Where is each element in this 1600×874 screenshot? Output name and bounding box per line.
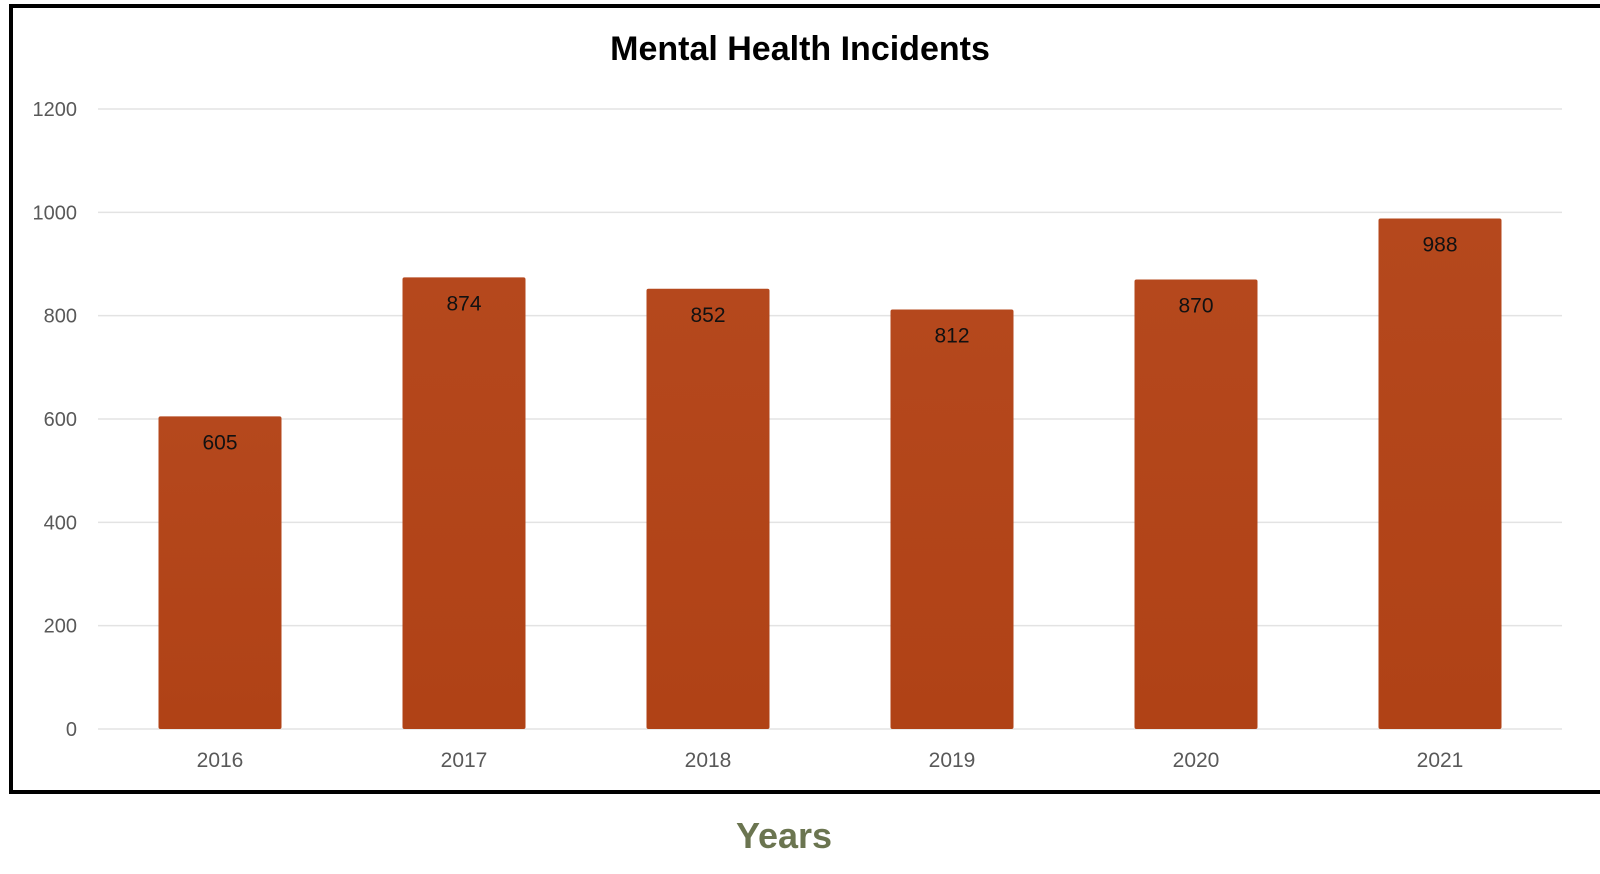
bar-2018	[646, 288, 770, 729]
bar-2021	[1378, 218, 1502, 730]
data-label-2018: 852	[690, 304, 725, 327]
data-labels: 605 874 852 812 870 988	[202, 234, 1457, 455]
y-tick-label: 600	[44, 409, 77, 431]
x-tick-label-2017: 2017	[441, 749, 488, 772]
data-label-2020: 870	[1178, 295, 1213, 318]
data-label-2019: 812	[934, 324, 969, 347]
y-axis-ticks: 0 200 400 600 800 1000 1200	[33, 99, 78, 741]
bar-2017	[402, 277, 526, 729]
bar-2020	[1134, 279, 1258, 729]
bar-2019	[890, 309, 1014, 729]
bar-2016	[158, 416, 282, 729]
chart-title: Mental Health Incidents	[610, 30, 990, 68]
y-tick-label: 200	[44, 616, 77, 638]
x-tick-label-2016: 2016	[197, 749, 244, 772]
data-label-2016: 605	[202, 431, 237, 454]
x-tick-label-2019: 2019	[929, 749, 976, 772]
y-tick-label: 400	[44, 512, 77, 534]
bars	[158, 218, 1502, 730]
x-tick-label-2018: 2018	[685, 749, 732, 772]
x-axis-title: Years	[735, 815, 833, 856]
y-tick-label: 0	[66, 719, 77, 741]
x-tick-label-2020: 2020	[1173, 749, 1220, 772]
y-tick-label: 800	[44, 306, 77, 328]
gridlines	[98, 108, 1562, 730]
y-tick-label: 1200	[33, 99, 78, 121]
data-label-2021: 988	[1422, 234, 1457, 257]
x-axis-ticks: 2016 2017 2018 2019 2020 2021	[197, 749, 1464, 772]
x-tick-label-2021: 2021	[1417, 749, 1464, 772]
y-tick-label: 1000	[33, 202, 78, 224]
data-label-2017: 874	[446, 292, 481, 315]
